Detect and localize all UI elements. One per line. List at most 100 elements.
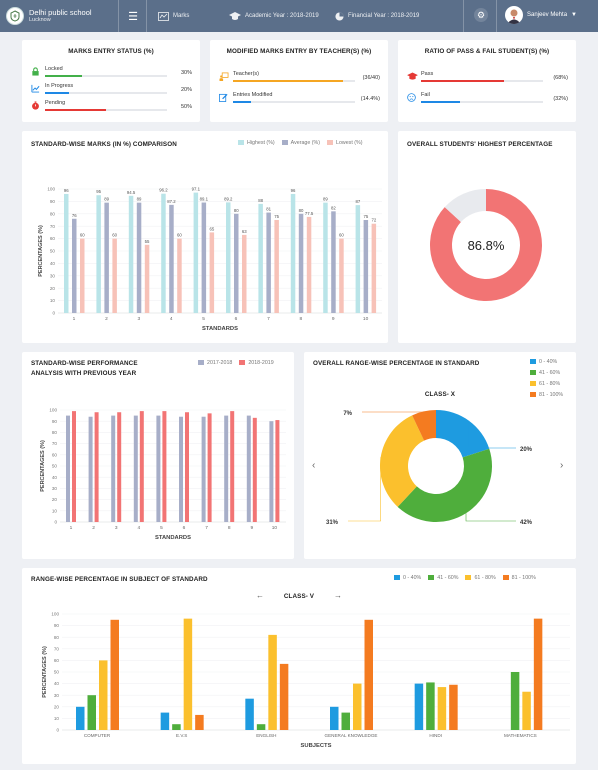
donut-segment xyxy=(412,410,436,441)
bar xyxy=(72,218,77,313)
x-tick-label: 6 xyxy=(235,316,238,322)
x-tick-label: 8 xyxy=(228,525,231,531)
bar xyxy=(323,202,328,313)
next-arrow-icon[interactable]: → xyxy=(334,591,342,600)
data-label: 96 xyxy=(64,188,69,193)
x-tick-label: HINDI xyxy=(429,733,442,738)
academic-year-selector[interactable]: Academic Year : 2018-2019 xyxy=(229,0,319,32)
prev-arrow-icon[interactable]: ‹ xyxy=(312,460,316,471)
school-logo[interactable] xyxy=(6,7,24,25)
bar xyxy=(94,412,99,522)
modified-marks-card: MODIFIED MARKS ENTRY BY TEACHER(S) (%) T… xyxy=(210,40,388,122)
performance-card: STANDARD-WISE PERFORMANCE ANALYSIS WITH … xyxy=(22,352,294,559)
data-label: 60 xyxy=(80,233,85,238)
chart-legend: Highest (%) Average (%) Lowest (%) xyxy=(238,140,363,146)
y-tick-label: 0 xyxy=(52,311,55,316)
financial-year-label: Financial Year : 2018-2019 xyxy=(348,13,420,19)
label-leader-line xyxy=(465,513,516,522)
bar xyxy=(363,220,369,313)
x-tick-label: 8 xyxy=(299,316,302,322)
bar xyxy=(242,234,247,313)
y-tick-label: 20 xyxy=(50,286,56,291)
user-menu[interactable]: Sanjeev Mehta ▼ xyxy=(505,6,577,24)
bar xyxy=(172,724,181,730)
standard-marks-chart: 0 10 20 30 40 50 60 70 80 90 100 PERCENTAGES (%) STA… xyxy=(38,187,382,332)
y-axis-label: PERCENTAGES (%) xyxy=(42,646,48,698)
x-tick-label: 5 xyxy=(160,525,163,531)
data-label: 55 xyxy=(145,239,150,244)
data-label: 87.2 xyxy=(167,199,176,204)
bar xyxy=(269,421,274,522)
y-tick-label: 20 xyxy=(52,497,58,502)
teacher-icon xyxy=(219,72,229,81)
performance-chart: 0 10 20 30 40 50 60 70 80 90 100 PERCENTAGES (%) STA… xyxy=(40,408,286,541)
x-tick-label: E.V.S xyxy=(176,733,187,738)
next-arrow-icon[interactable]: › xyxy=(560,460,564,471)
y-tick-label: 90 xyxy=(50,199,56,204)
marks-entry-status-card: MARKS ENTRY STATUS (%) Locked 30% In Progr… xyxy=(22,40,200,122)
x-axis-label: STANDARDS xyxy=(155,535,191,541)
y-tick-label: 30 xyxy=(54,693,60,698)
y-tick-label: 70 xyxy=(54,646,60,651)
bar xyxy=(331,211,336,313)
standard-marks-card: STANDARD-WISE MARKS (IN %) COMPARISON Hi… xyxy=(22,131,388,343)
progress-fill xyxy=(233,101,251,103)
menu-icon[interactable]: ☰ xyxy=(128,10,138,23)
bar xyxy=(117,412,122,522)
user-name: Sanjeev Mehta xyxy=(527,12,568,18)
data-label: 88 xyxy=(258,198,263,203)
data-label: 97.1 xyxy=(192,187,201,192)
data-label: 82 xyxy=(331,205,336,210)
divider xyxy=(463,0,464,32)
divider xyxy=(118,0,119,32)
bar xyxy=(306,216,312,313)
x-tick-label: 2 xyxy=(92,525,95,531)
prev-arrow-icon[interactable]: ← xyxy=(256,591,264,600)
bar xyxy=(414,683,424,730)
school-name: Delhi public school xyxy=(29,8,92,18)
status-value: (36/40) xyxy=(362,75,380,81)
bar xyxy=(252,417,257,522)
bar xyxy=(99,660,108,730)
y-tick-label: 100 xyxy=(49,408,57,413)
data-label: 65 xyxy=(209,226,214,231)
legend-item: 2017-2018 xyxy=(198,360,232,366)
y-tick-label: 80 xyxy=(52,430,58,435)
y-tick-label: 30 xyxy=(50,273,56,278)
nav-marks[interactable]: Marks xyxy=(158,0,189,32)
card-title-line1: STANDARD-WISE PERFORMANCE xyxy=(31,360,138,367)
bar xyxy=(104,202,109,313)
status-value: (14.4%) xyxy=(360,96,380,102)
y-tick-label: 50 xyxy=(52,464,58,469)
progress-fill xyxy=(421,80,504,82)
x-tick-label: COMPUTER xyxy=(84,733,111,738)
label-leader-line xyxy=(362,411,425,413)
data-label: 94.5 xyxy=(127,190,136,195)
bar xyxy=(274,220,279,313)
progress-track xyxy=(45,109,167,111)
y-tick-label: 50 xyxy=(54,670,60,675)
y-tick-label: 10 xyxy=(52,508,58,513)
nav-marks-label: Marks xyxy=(173,13,190,19)
gear-icon[interactable]: ⚙ xyxy=(474,8,488,22)
financial-year-selector[interactable]: Financial Year : 2018-2019 xyxy=(335,0,419,32)
data-label: 77.5 xyxy=(305,211,314,216)
bar xyxy=(72,411,76,522)
x-tick-label: 3 xyxy=(115,525,118,531)
y-tick-label: 90 xyxy=(52,419,58,424)
data-label: 89.1 xyxy=(200,197,209,202)
bar xyxy=(136,202,142,313)
y-tick-label: 0 xyxy=(56,728,59,733)
card-title: RATIO OF PASS & FAIL STUDENT(S) (%) xyxy=(424,48,550,55)
slice-label: 31% xyxy=(326,520,339,526)
bar xyxy=(87,695,96,730)
x-tick-label: 3 xyxy=(137,316,140,322)
bar xyxy=(156,415,161,522)
status-label: Fail xyxy=(421,92,430,98)
bar xyxy=(230,411,235,522)
legend-item: Highest (%) xyxy=(238,140,275,146)
y-tick-label: 80 xyxy=(50,211,56,216)
bar xyxy=(201,202,207,313)
data-label: 89 xyxy=(104,197,109,202)
status-label: Pending xyxy=(45,100,66,106)
